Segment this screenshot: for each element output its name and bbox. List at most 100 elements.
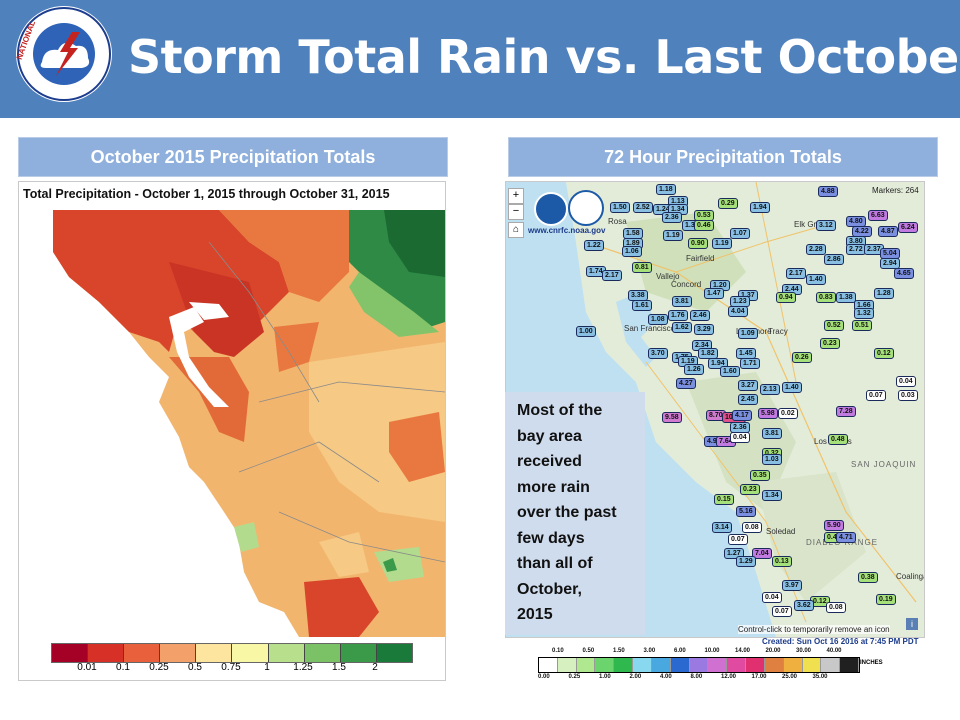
precip-marker[interactable]: 2.46 [690, 310, 710, 321]
precip-marker[interactable]: 2.17 [602, 270, 622, 281]
precip-marker[interactable]: 1.19 [712, 238, 732, 249]
precip-marker[interactable]: 0.04 [730, 432, 750, 443]
source-url[interactable]: www.cnrfc.noaa.gov [528, 226, 606, 235]
precip-marker[interactable]: 3.27 [738, 380, 758, 391]
precip-marker[interactable]: 1.76 [668, 310, 688, 321]
precip-marker[interactable]: 2.94 [880, 258, 900, 269]
precip-marker[interactable]: 7.28 [836, 406, 856, 417]
precip-marker[interactable]: 0.52 [824, 320, 844, 331]
precip-marker[interactable]: 5.90 [824, 520, 844, 531]
precip-marker[interactable]: 0.23 [740, 484, 760, 495]
precip-marker[interactable]: 0.51 [852, 320, 872, 331]
precip-marker[interactable]: 1.08 [648, 314, 668, 325]
precip-marker[interactable]: 1.94 [708, 358, 728, 369]
precip-marker[interactable]: 1.32 [854, 308, 874, 319]
precip-marker[interactable]: 1.22 [584, 240, 604, 251]
precip-marker[interactable]: 0.94 [776, 292, 796, 303]
precip-marker[interactable]: 4.87 [878, 226, 898, 237]
precip-marker[interactable]: 2.36 [662, 212, 682, 223]
precip-marker[interactable]: 0.83 [816, 292, 836, 303]
precip-marker[interactable]: 0.13 [772, 556, 792, 567]
precip-marker[interactable]: 1.26 [684, 364, 704, 375]
precip-marker[interactable]: 7.04 [752, 548, 772, 559]
precip-marker[interactable]: 1.03 [762, 454, 782, 465]
precip-marker[interactable]: 0.15 [714, 494, 734, 505]
precip-marker[interactable]: 0.04 [896, 376, 916, 387]
precip-marker[interactable]: 0.04 [762, 592, 782, 603]
precip-marker[interactable]: 1.71 [740, 358, 760, 369]
precip-marker[interactable]: 1.40 [806, 274, 826, 285]
precip-marker[interactable]: 4.71 [836, 532, 856, 543]
precip-marker[interactable]: 4.04 [728, 306, 748, 317]
precip-marker[interactable]: 5.98 [758, 408, 778, 419]
precip-marker[interactable]: 0.07 [728, 534, 748, 545]
precip-marker[interactable]: 1.19 [663, 230, 683, 241]
precip-marker[interactable]: 3.12 [816, 220, 836, 231]
home-button[interactable]: ⌂ [508, 222, 524, 238]
precip-marker[interactable]: 0.08 [742, 522, 762, 533]
precip-marker[interactable]: 1.47 [704, 288, 724, 299]
scale-bottom-label: 17.00 [751, 674, 767, 680]
precip-marker[interactable]: 3.81 [672, 296, 692, 307]
zoom-in-button[interactable]: + [508, 188, 524, 204]
precip-marker[interactable]: 1.94 [750, 202, 770, 213]
precip-marker[interactable]: 0.35 [750, 470, 770, 481]
precip-marker[interactable]: 2.72 [846, 244, 866, 255]
place-label: SAN JOAQUIN [851, 460, 917, 469]
precip-marker[interactable]: 5.16 [736, 506, 756, 517]
precip-marker[interactable]: 3.97 [782, 580, 802, 591]
precip-marker[interactable]: 0.12 [874, 348, 894, 359]
precip-marker[interactable]: 6.24 [898, 222, 918, 233]
precip-marker[interactable]: 4.27 [676, 378, 696, 389]
precip-marker[interactable]: 1.29 [736, 556, 756, 567]
precip-marker[interactable]: 2.13 [760, 384, 780, 395]
precip-marker[interactable]: 0.29 [718, 198, 738, 209]
precip-marker[interactable]: 0.48 [828, 434, 848, 445]
precip-marker[interactable]: 0.07 [866, 390, 886, 401]
info-button[interactable]: i [906, 618, 918, 630]
precip-marker[interactable]: 2.17 [786, 268, 806, 279]
precip-marker[interactable]: 2.52 [633, 202, 653, 213]
precip-marker[interactable]: 0.19 [876, 594, 896, 605]
zoom-out-button[interactable]: − [508, 204, 524, 220]
precip-marker[interactable]: 1.28 [874, 288, 894, 299]
precip-marker[interactable]: 1.40 [782, 382, 802, 393]
precip-marker[interactable]: 2.28 [806, 244, 826, 255]
precip-marker[interactable]: 0.03 [898, 390, 918, 401]
precip-marker[interactable]: 2.45 [738, 394, 758, 405]
precip-marker[interactable]: 3.70 [648, 348, 668, 359]
precip-marker[interactable]: 1.18 [656, 184, 676, 195]
precip-marker[interactable]: 1.00 [576, 326, 596, 337]
callout-line: than all of [517, 555, 593, 572]
precip-marker[interactable]: 0.90 [688, 238, 708, 249]
precip-marker[interactable]: 3.29 [694, 324, 714, 335]
precip-marker[interactable]: 0.81 [632, 262, 652, 273]
precip-marker[interactable]: 3.62 [794, 600, 814, 611]
precip-marker[interactable]: 1.27 [724, 548, 744, 559]
precip-marker[interactable]: 1.61 [632, 300, 652, 311]
precip-marker[interactable]: 1.82 [698, 348, 718, 359]
precip-marker[interactable]: 1.60 [720, 366, 740, 377]
precip-marker[interactable]: 6.63 [868, 210, 888, 221]
precip-marker[interactable]: 4.88 [818, 186, 838, 197]
precip-marker[interactable]: 4.17 [732, 410, 752, 421]
precip-marker[interactable]: 0.26 [792, 352, 812, 363]
precip-marker[interactable]: 9.58 [662, 412, 682, 423]
precip-marker[interactable]: 0.08 [826, 602, 846, 613]
precip-marker[interactable]: 1.62 [672, 322, 692, 333]
precip-marker[interactable]: 0.07 [772, 606, 792, 617]
precip-marker[interactable]: 0.38 [858, 572, 878, 583]
precip-marker[interactable]: 4.65 [894, 268, 914, 279]
precip-marker[interactable]: 1.07 [730, 228, 750, 239]
precip-marker[interactable]: 1.38 [836, 292, 856, 303]
precip-marker[interactable]: 1.50 [610, 202, 630, 213]
precip-marker[interactable]: 3.14 [712, 522, 732, 533]
precip-marker[interactable]: 1.34 [762, 490, 782, 501]
precip-marker[interactable]: 2.86 [824, 254, 844, 265]
precip-marker[interactable]: 3.81 [762, 428, 782, 439]
precip-marker[interactable]: 1.09 [738, 328, 758, 339]
precip-marker[interactable]: 0.46 [694, 220, 714, 231]
precip-marker[interactable]: 1.06 [622, 246, 642, 257]
precip-marker[interactable]: 0.02 [778, 408, 798, 419]
precip-marker[interactable]: 0.23 [820, 338, 840, 349]
